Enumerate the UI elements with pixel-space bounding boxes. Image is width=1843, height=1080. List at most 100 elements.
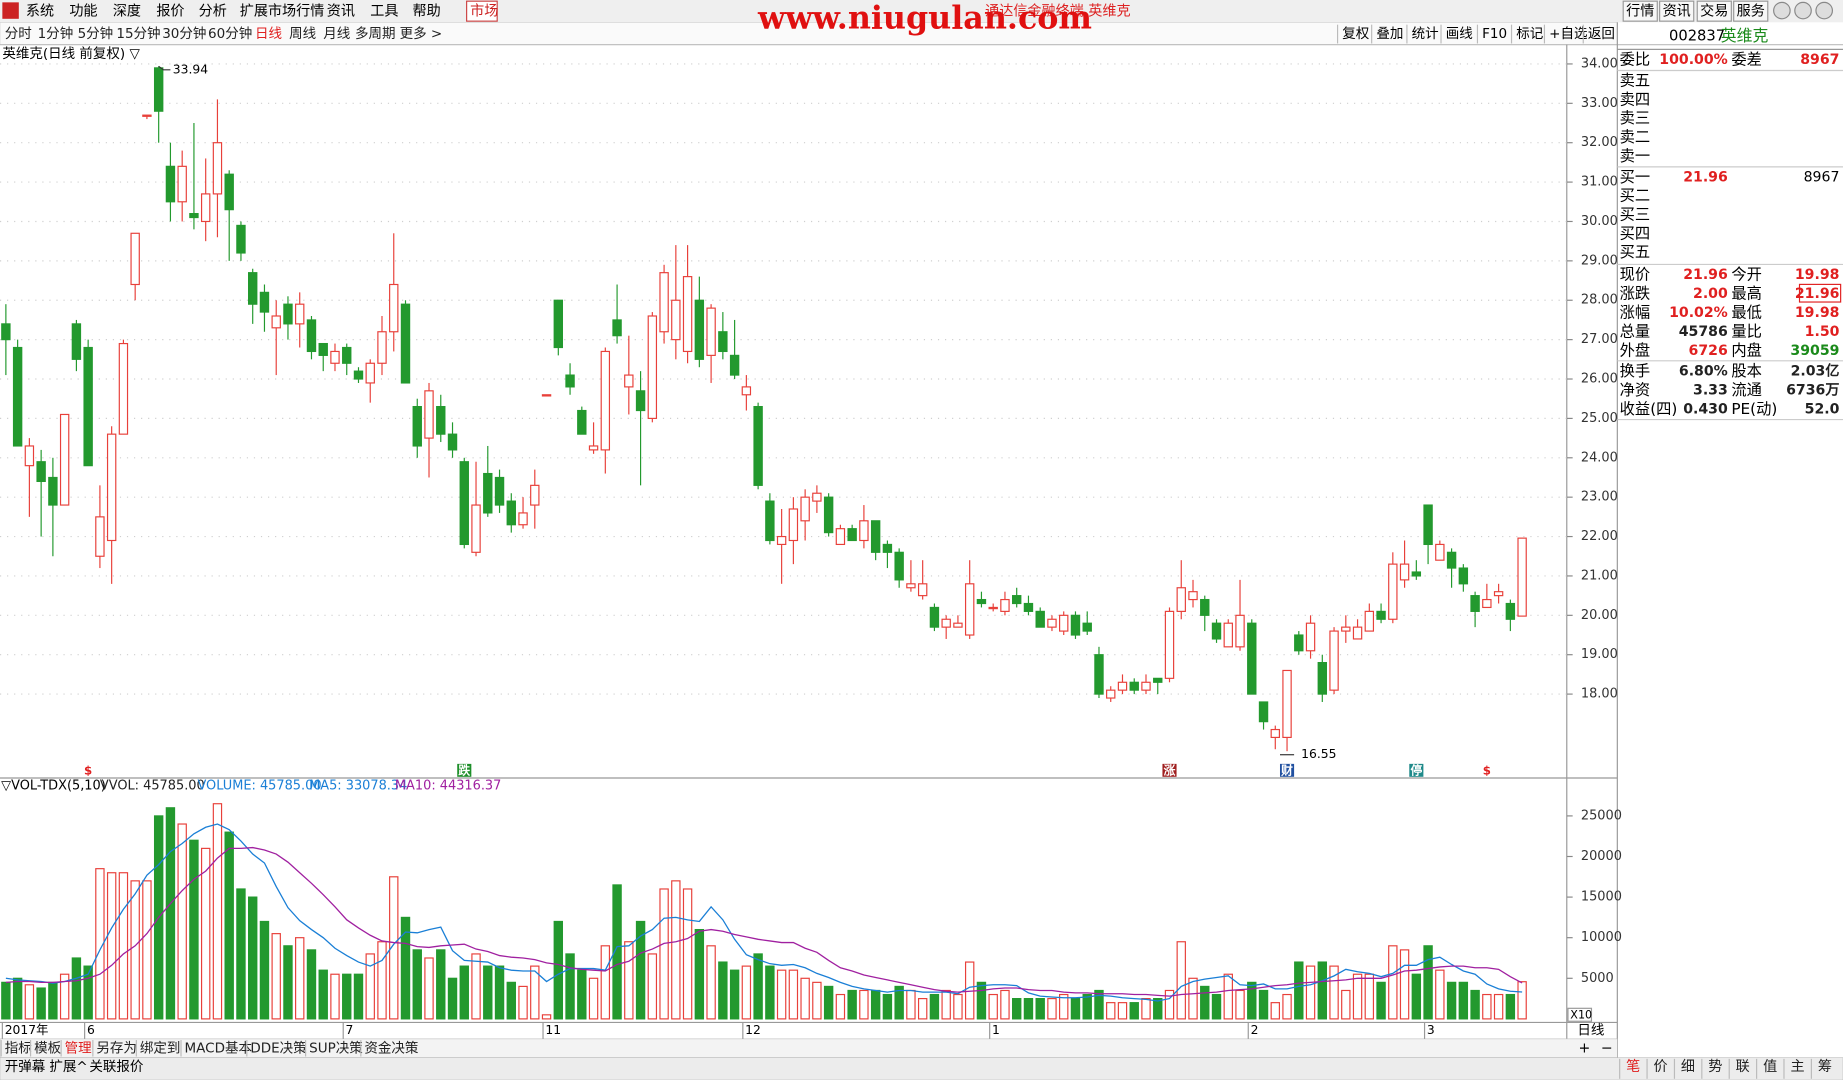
indicator-tab[interactable]: SUP决策: [309, 1039, 363, 1056]
event-label[interactable]: 涨: [1163, 763, 1176, 777]
bid-label: 买二: [1620, 187, 1651, 205]
period-button[interactable]: 多周期: [355, 25, 396, 42]
zoom-button[interactable]: +: [1579, 1040, 1591, 1056]
volume-bar: [835, 993, 846, 1020]
status-button[interactable]: 关联报价: [89, 1059, 144, 1075]
status-button[interactable]: 扩展^: [49, 1059, 87, 1075]
candle-body: [377, 331, 387, 364]
x-tick-label: 6: [87, 1023, 95, 1037]
tool-button[interactable]: +自选: [1549, 26, 1588, 42]
side-tab[interactable]: 主: [1790, 1059, 1804, 1075]
event-label[interactable]: 财: [1280, 763, 1293, 777]
volume-bar: [612, 884, 622, 1020]
side-tab[interactable]: 联: [1736, 1059, 1750, 1075]
period-button[interactable]: 15分钟: [116, 25, 160, 42]
menu-item[interactable]: 报价: [156, 4, 184, 20]
bid-label: 买一: [1620, 168, 1651, 186]
candle-body: [295, 303, 305, 325]
volume-bar: [659, 888, 669, 1020]
volume-bar: [1305, 965, 1316, 1020]
menu-item[interactable]: 工具: [370, 4, 398, 20]
status-button[interactable]: 开弹幕: [5, 1059, 46, 1075]
volume-legend: MA5: 33078.34: [309, 779, 407, 794]
zoom-button[interactable]: −: [1601, 1040, 1613, 1056]
period-button[interactable]: 月线: [323, 26, 350, 42]
top-button[interactable]: 资讯: [1663, 4, 1691, 20]
event-badge[interactable]: [1479, 763, 1494, 777]
minimize-button[interactable]: [1773, 1, 1791, 20]
top-button[interactable]: 服务: [1737, 4, 1765, 20]
period-button[interactable]: 30分钟: [162, 25, 206, 42]
candle-body: [659, 272, 669, 333]
ask-label: 卖三: [1620, 109, 1651, 127]
menu-item[interactable]: 系统: [26, 4, 54, 20]
side-tab[interactable]: 筹: [1818, 1058, 1832, 1075]
tool-button[interactable]: 标记: [1516, 26, 1543, 42]
restore-button[interactable]: [1794, 1, 1812, 20]
event-label[interactable]: 跌: [458, 763, 470, 777]
period-button[interactable]: 周线: [289, 26, 316, 42]
volume-bar: [330, 973, 340, 1020]
volume-title: ▽VOL-TDX(5,10): [1, 779, 106, 794]
menu-item[interactable]: 深度: [113, 4, 141, 20]
close-button[interactable]: [1815, 1, 1834, 20]
indicator-tab[interactable]: 管理: [65, 1040, 93, 1056]
market-tab[interactable]: 市场: [470, 3, 498, 20]
volume-bar: [906, 989, 916, 1020]
candle-body: [1000, 598, 1010, 612]
event-label[interactable]: 停: [1410, 763, 1422, 777]
menu-item[interactable]: 分析: [199, 4, 227, 20]
event-label[interactable]: $: [84, 763, 92, 777]
period-button[interactable]: 5分钟: [78, 25, 114, 42]
volume-bar: [130, 880, 140, 1020]
quote-value: 21.96: [1683, 267, 1728, 283]
y-tick-label: 27.00: [1581, 332, 1618, 347]
menu-item[interactable]: 帮助: [413, 4, 441, 20]
menu-item[interactable]: 资讯: [327, 4, 355, 20]
candle-body: [189, 213, 199, 219]
indicator-tab[interactable]: 模板: [34, 1040, 62, 1056]
indicator-tab[interactable]: 绑定到: [140, 1040, 181, 1056]
volume-bar: [624, 941, 634, 1020]
tool-button[interactable]: 返回: [1588, 26, 1615, 42]
tool-button[interactable]: 画线: [1446, 26, 1473, 42]
menu-item[interactable]: 扩展市场行情: [240, 3, 325, 20]
tool-button[interactable]: F10: [1482, 26, 1507, 42]
y-tick-label: 20.00: [1581, 608, 1618, 623]
volume-bar: [1211, 993, 1222, 1020]
event-badge[interactable]: [457, 763, 472, 777]
side-tab[interactable]: 势: [1708, 1059, 1722, 1075]
side-tab[interactable]: 细: [1681, 1059, 1695, 1075]
event-badge[interactable]: [1409, 763, 1424, 777]
indicator-tab[interactable]: 指标: [5, 1040, 32, 1056]
event-badge[interactable]: [1162, 763, 1177, 777]
event-badge[interactable]: [1279, 763, 1295, 777]
top-button[interactable]: 交易: [1700, 3, 1728, 20]
period-button[interactable]: 日线: [255, 26, 282, 42]
tool-button[interactable]: 复权: [1342, 25, 1370, 42]
indicator-tab[interactable]: 资金决策: [364, 1039, 419, 1056]
tool-button[interactable]: 叠加: [1376, 26, 1403, 42]
candle-body: [1223, 622, 1233, 648]
event-badge[interactable]: [81, 763, 96, 777]
period-button[interactable]: 1分钟: [38, 25, 74, 42]
x-tick-label: 1: [992, 1023, 1000, 1037]
side-tab[interactable]: 笔: [1626, 1059, 1640, 1075]
quote-value: 39059: [1790, 343, 1839, 359]
side-tab[interactable]: 值: [1763, 1059, 1777, 1075]
indicator-tab[interactable]: MACD基本: [185, 1039, 253, 1056]
volume-bar: [1352, 973, 1363, 1020]
period-button[interactable]: 分时: [5, 26, 32, 42]
menu-item[interactable]: 功能: [69, 4, 97, 20]
candle-body: [800, 496, 810, 522]
volume-bar: [1505, 993, 1516, 1020]
event-label[interactable]: $: [1483, 763, 1491, 777]
indicator-tab[interactable]: DDE决策: [250, 1039, 307, 1056]
period-button[interactable]: 60分钟: [208, 25, 252, 42]
tool-button[interactable]: 统计: [1412, 26, 1439, 42]
side-tab[interactable]: 价: [1654, 1059, 1668, 1075]
top-button[interactable]: 行情: [1626, 4, 1654, 20]
indicator-tab[interactable]: 另存为: [96, 1040, 137, 1056]
period-button[interactable]: 更多 >: [400, 25, 443, 42]
